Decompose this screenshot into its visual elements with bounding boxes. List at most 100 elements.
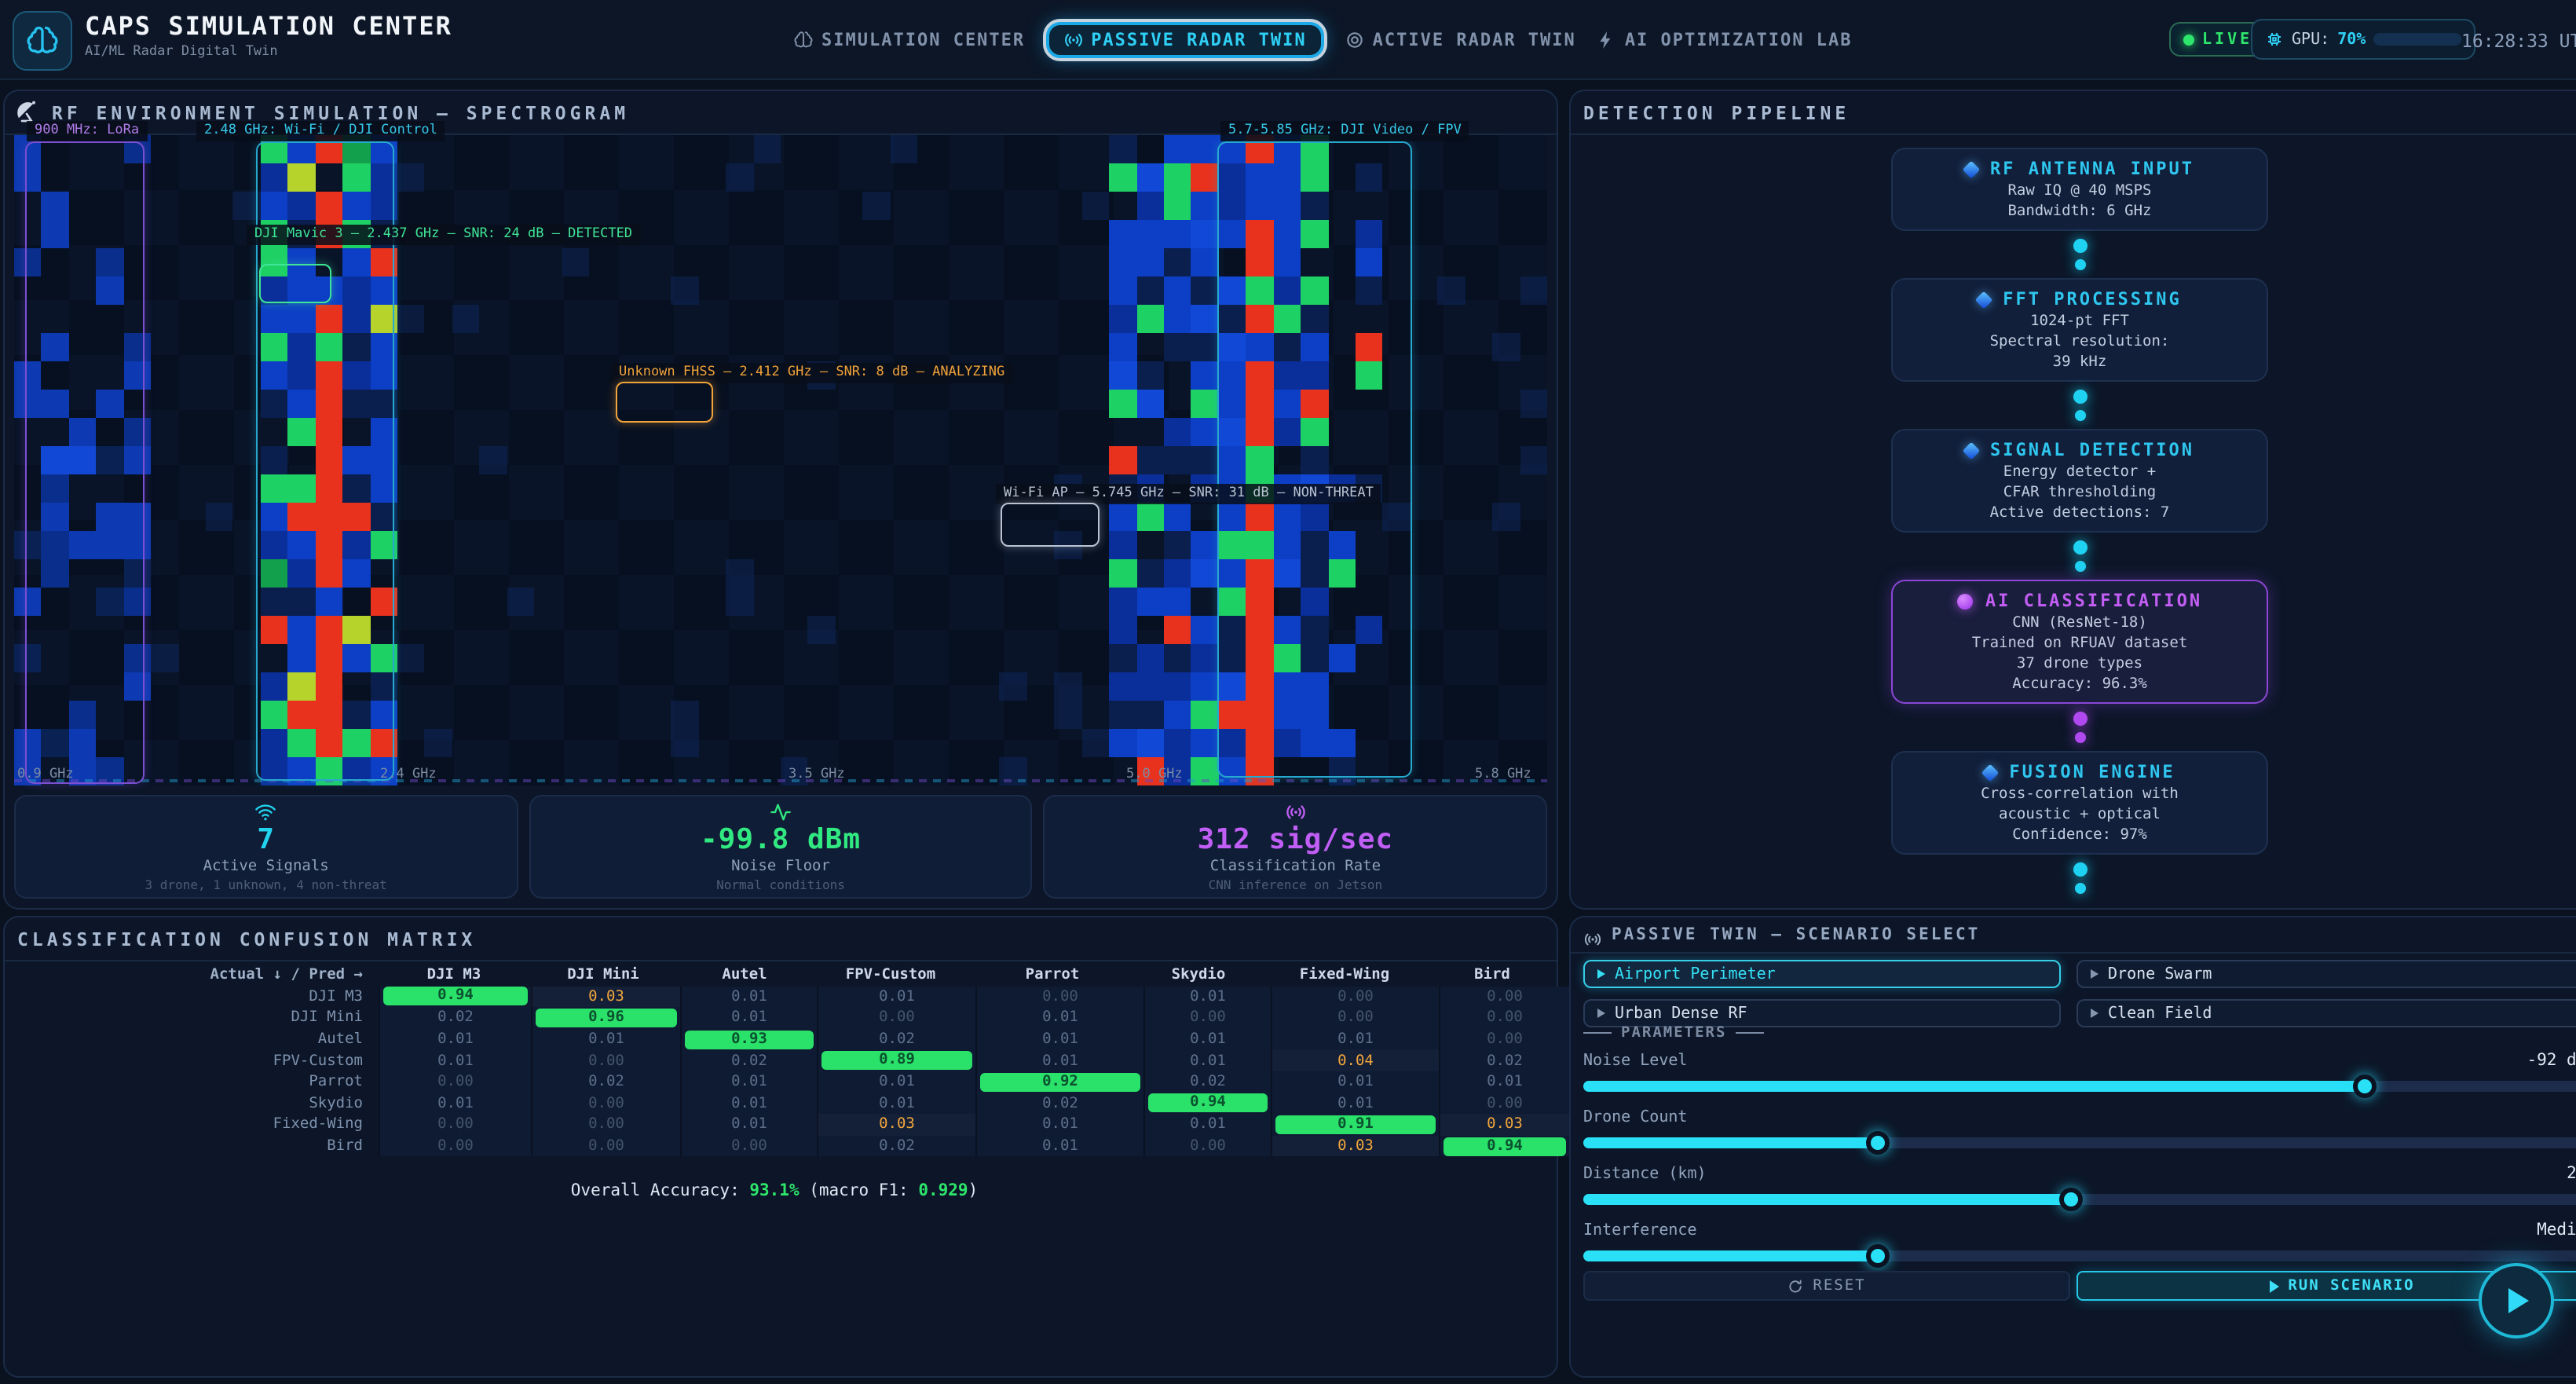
spectrogram-cell xyxy=(1301,644,1329,672)
gpu-meter xyxy=(2373,33,2462,46)
matrix-cell: 0.01 xyxy=(680,1114,817,1136)
spectrogram-cell xyxy=(1301,305,1329,333)
accuracy-line: Overall Accuracy: 93.1% (macro F1: 0.929… xyxy=(5,1181,1544,1200)
spectrogram-cell xyxy=(1356,333,1383,361)
spectrogram-cell xyxy=(1273,531,1301,559)
slider-noise-level[interactable] xyxy=(1583,1074,2576,1097)
matrix-row-skydio: Skydio 0.01 0.00 0.01 0.01 0.02 0.94 0.01 0.00 xyxy=(11,1093,1569,1115)
target-icon xyxy=(1345,29,1365,49)
reset-button[interactable]: RESET xyxy=(1583,1271,2070,1301)
annotation-label: DJI Mavic 3 — 2.437 GHz — SNR: 24 dB — D… xyxy=(247,225,641,245)
pipeline-stage-header: FUSION ENGINE xyxy=(1905,760,2254,784)
slider-thumb[interactable] xyxy=(2353,1074,2377,1097)
pipeline-connector-dots xyxy=(2073,712,2087,743)
pipeline-stage-header: FFT PROCESSING xyxy=(1905,287,2254,311)
spectrogram-cell xyxy=(315,616,343,644)
spectrogram-cell xyxy=(41,192,69,220)
spectrogram-cell xyxy=(315,531,343,559)
spectrogram-cell xyxy=(287,333,316,361)
reset-label: RESET xyxy=(1813,1277,1866,1294)
spectrogram-cell xyxy=(1246,163,1274,192)
spectrogram-cell xyxy=(1109,135,1137,163)
slider-fill xyxy=(1583,1137,1878,1148)
spectrogram-cell xyxy=(315,333,343,361)
accuracy-label: Overall Accuracy: xyxy=(570,1181,740,1200)
slider-interference[interactable] xyxy=(1583,1243,2576,1267)
spectrogram-cell xyxy=(1492,333,1520,361)
matrix-cell: 0.00 xyxy=(379,1071,531,1093)
pipeline-stage-detail: Cross-correlation with xyxy=(1981,785,2179,803)
slider-drone-count[interactable] xyxy=(1583,1130,2576,1154)
nav-item-passive-radar-twin[interactable]: PASSIVE RADAR TWIN xyxy=(1045,21,1324,57)
spectrogram-cell xyxy=(342,361,371,390)
spectrogram-cell xyxy=(1356,616,1383,644)
spectrogram-cell xyxy=(342,248,371,276)
spectrogram-cell xyxy=(452,305,480,333)
spectrogram-cell xyxy=(1191,729,1219,757)
nav-item-simulation-center[interactable]: SIMULATION CENTER xyxy=(793,29,1025,49)
spectrogram-cell xyxy=(342,305,371,333)
activity-icon xyxy=(770,800,792,822)
spectrogram-cell xyxy=(1273,729,1301,757)
parameters-label: PARAMETERS xyxy=(1621,1024,1727,1042)
triangle-icon xyxy=(2091,969,2098,979)
spectrogram-cell xyxy=(260,503,288,531)
slider-distance-km[interactable] xyxy=(1583,1187,2576,1210)
matrix-cell: 0.02 xyxy=(817,1028,975,1050)
spectrogram-cell xyxy=(315,390,343,418)
spectrogram-cell xyxy=(1246,248,1274,276)
spectrogram-cell xyxy=(342,729,371,757)
spectrogram-cell xyxy=(1218,559,1246,588)
scenario-button-clean-field[interactable]: Clean Field xyxy=(2077,999,2576,1027)
spectrogram-cell xyxy=(41,559,69,588)
spectrogram-cell xyxy=(1356,220,1383,248)
spectrogram-cell xyxy=(397,644,425,672)
slider-thumb[interactable] xyxy=(1866,1243,1890,1267)
matrix-cell: 0.01 xyxy=(975,1114,1143,1136)
play-fab-button[interactable] xyxy=(2479,1263,2554,1338)
matrix-cell: 0.01 xyxy=(1143,1028,1271,1050)
spectrogram-cell xyxy=(342,192,371,220)
pipeline-connector-dots xyxy=(2073,540,2087,572)
matrix-col-header-autel: Autel xyxy=(722,966,767,984)
matrix-cell: 0.00 xyxy=(1143,1135,1271,1157)
spectrogram-cell xyxy=(287,503,316,531)
nav-item-active-radar-twin[interactable]: ACTIVE RADAR TWIN xyxy=(1345,29,1576,49)
spectrogram-cell xyxy=(1273,418,1301,446)
nav-item-label: AI OPTIMIZATION LAB xyxy=(1624,29,1853,49)
spectrogram-cell xyxy=(1109,588,1137,616)
spectrogram-cell xyxy=(1273,503,1301,531)
spectrogram-canvas[interactable]: 2.48 GHz: Wi-Fi / DJI Control 900 MHz: Lo… xyxy=(14,121,1548,785)
scenario-button-drone-swarm[interactable]: Drone Swarm xyxy=(2077,960,2576,988)
matrix-cell: 0.00 xyxy=(1439,1007,1569,1029)
matrix-cell: 0.00 xyxy=(1439,1028,1569,1050)
matrix-cell: 0.01 xyxy=(1439,1071,1569,1093)
spectrogram-cell xyxy=(1246,588,1274,616)
spectrogram-cell xyxy=(342,559,371,588)
spectrogram-cell xyxy=(260,248,288,276)
detection-pipeline-panel: DETECTION PIPELINE RF ANTENNA INPUT Raw I… xyxy=(1569,90,2576,910)
scenario-button-airport-perimeter[interactable]: Airport Perimeter xyxy=(1583,960,2061,988)
scenario-button-urban-dense-rf[interactable]: Urban Dense RF xyxy=(1583,999,2061,1027)
pipeline-stage-detail: Energy detector + xyxy=(2003,463,2157,481)
spectrogram-cell xyxy=(1109,390,1137,418)
nav-item-ai-optimization-lab[interactable]: AI OPTIMIZATION LAB xyxy=(1597,29,1853,49)
spectrogram-cell xyxy=(1164,248,1191,276)
spectrogram-cell xyxy=(14,390,42,418)
spectrogram-cell xyxy=(1218,220,1246,248)
spectrogram-cell xyxy=(1218,390,1246,418)
slider-fill xyxy=(1583,1194,2071,1205)
spectrogram-cell xyxy=(1109,729,1137,757)
spectrogram-cell xyxy=(1246,644,1274,672)
spectrogram-cell xyxy=(68,418,97,446)
matrix-cell: 0.01 xyxy=(379,1028,531,1050)
slider-thumb[interactable] xyxy=(2059,1187,2084,1210)
nav-item-label: ACTIVE RADAR TWIN xyxy=(1372,29,1576,49)
radio-icon xyxy=(1063,29,1083,49)
slider-thumb[interactable] xyxy=(1866,1130,1890,1154)
flow-dot-icon xyxy=(2073,712,2087,726)
spectrogram-cell xyxy=(1301,192,1329,220)
spectrogram-cell xyxy=(123,644,152,672)
spectrogram-cell xyxy=(1136,361,1165,390)
spectrogram-cell xyxy=(315,418,343,446)
